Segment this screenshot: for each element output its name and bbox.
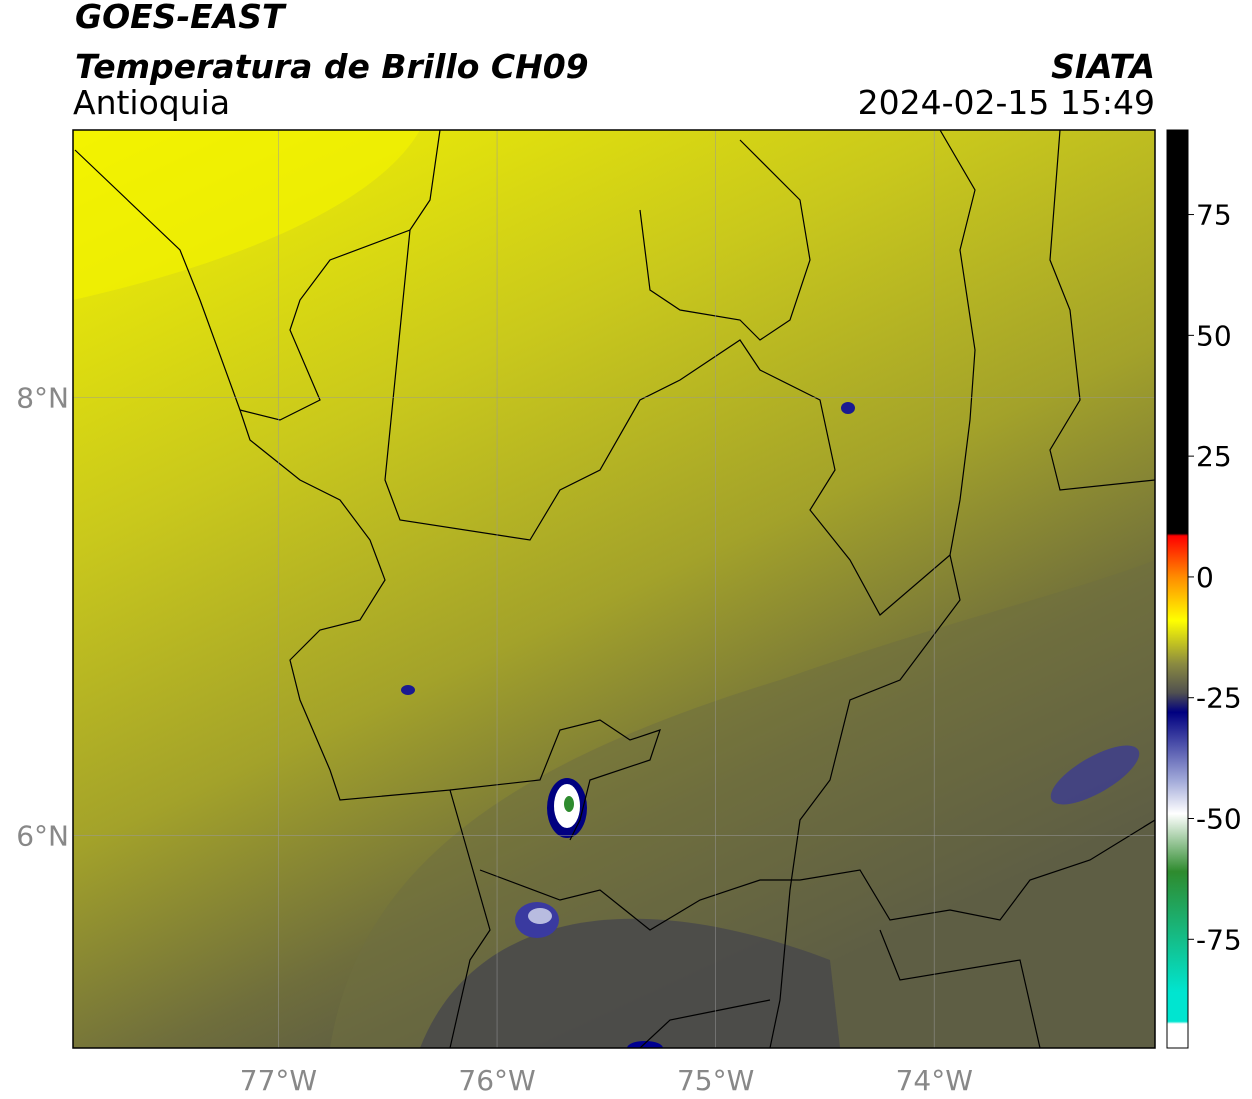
x-tick-label: 74°W (896, 1064, 973, 1097)
cloud-core (401, 685, 415, 695)
timestamp: 2024-02-15 15:49 (858, 83, 1155, 122)
colorbar-tick-label: 0 (1196, 561, 1214, 594)
x-tick-label: 75°W (677, 1064, 754, 1097)
subtitle: Temperatura de Brillo CH09 (75, 47, 589, 86)
colorbar-tick-label: -50 (1196, 803, 1242, 836)
colorbar-scale (1166, 129, 1189, 1049)
y-tick-label: 6°N (16, 819, 69, 852)
cloud-top (528, 908, 552, 924)
y-tick-label: 8°N (16, 381, 69, 414)
colorbar: 75 50 25 0 -25 -50 -75 (1166, 129, 1242, 1049)
cloud-core (841, 402, 855, 414)
title: GOES-EAST (75, 0, 287, 36)
warm-region (73, 130, 420, 300)
colorbar-tick-label: -75 (1196, 923, 1242, 956)
map-panel (73, 130, 1155, 1048)
colorbar-tick-label: 25 (1196, 440, 1232, 473)
x-tick-label: 77°W (240, 1064, 317, 1097)
cloud-core (627, 1041, 663, 1048)
source: SIATA (1051, 47, 1155, 86)
colorbar-tick-label: -25 (1196, 682, 1242, 715)
map-frame (72, 129, 1156, 1049)
x-tick-label: 76°W (458, 1064, 535, 1097)
cloud-peak (564, 796, 574, 812)
colorbar-tick-label: 50 (1196, 319, 1232, 352)
colorbar-tick-label: 75 (1196, 199, 1232, 232)
cloud-core (1050, 745, 1140, 805)
grid: 77°W 76°W 75°W 74°W 6°N 8°N (16, 130, 1155, 1097)
borders (74, 130, 1155, 1048)
cold-region (420, 918, 840, 1048)
region: Antioquia (73, 83, 230, 122)
